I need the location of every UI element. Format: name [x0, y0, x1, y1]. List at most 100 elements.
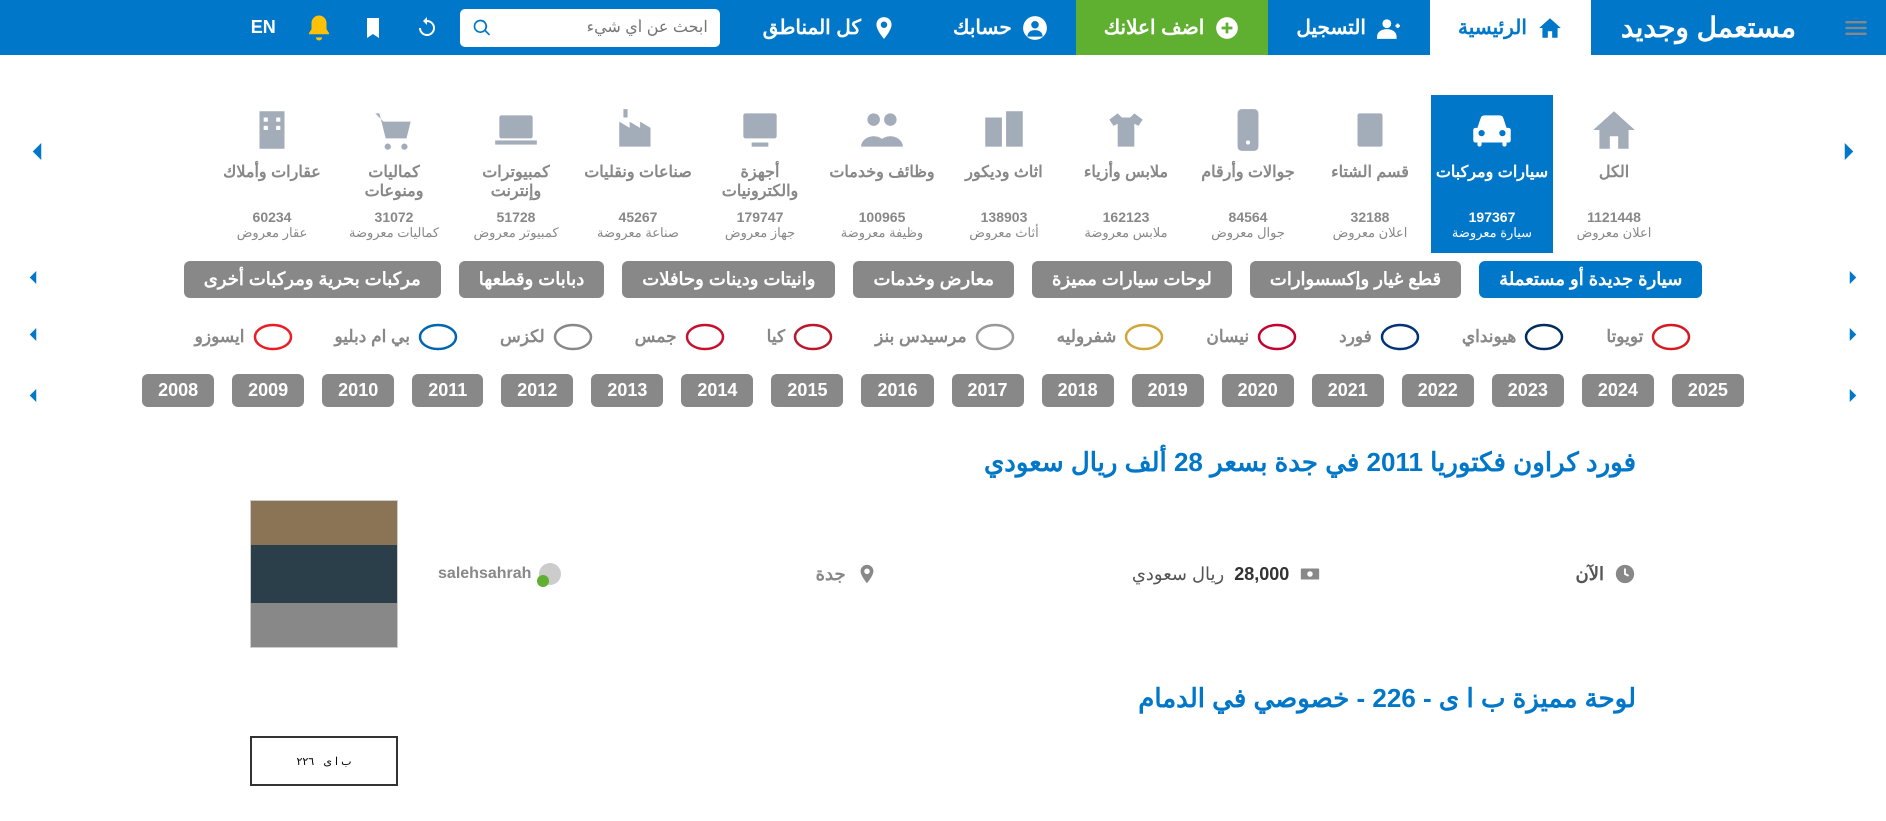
- subcat-scroll-right[interactable]: [1840, 264, 1866, 295]
- category-furniture[interactable]: اثاث وديكور 138903 أثاث معروض: [943, 95, 1065, 253]
- year-2008[interactable]: 2008: [142, 374, 214, 407]
- category-subtitle: وظيفة معروضة: [825, 225, 939, 241]
- brand-logo-icon: [1257, 322, 1297, 352]
- subcategory-row: سيارة جديدة أو مستعملة قطع غيار وإكسسوارا…: [0, 253, 1886, 306]
- brand-هيونداي[interactable]: هيونداي: [1462, 322, 1565, 352]
- category-subtitle: أثاث معروض: [947, 225, 1061, 241]
- year-2014[interactable]: 2014: [681, 374, 753, 407]
- year-2022[interactable]: 2022: [1402, 374, 1474, 407]
- nav-account[interactable]: حسابك: [925, 0, 1076, 55]
- menu-button[interactable]: [1826, 0, 1886, 55]
- nav-home[interactable]: الرئيسية: [1430, 0, 1591, 55]
- year-2017[interactable]: 2017: [952, 374, 1024, 407]
- year-2011[interactable]: 2011: [412, 374, 483, 407]
- refresh-icon: [415, 16, 439, 40]
- category-subtitle: ملابس معروضة: [1069, 225, 1183, 241]
- subcat-scroll-left[interactable]: [20, 264, 46, 295]
- category-industry[interactable]: صناعات ونقليات 45267 صناعة معروضة: [577, 95, 699, 253]
- brand-كيا[interactable]: كيا: [767, 322, 833, 352]
- listing-title[interactable]: فورد كراون فكتوريا 2011 في جدة بسعر 28 أ…: [250, 447, 1636, 478]
- category-clothes[interactable]: ملابس وأزياء 162123 ملابس معروضة: [1065, 95, 1187, 253]
- brand-scroll-right[interactable]: [1840, 322, 1866, 353]
- brand-بي ام دبليو[interactable]: بي ام دبليو: [335, 322, 458, 352]
- subcategory-pill[interactable]: سيارة جديدة أو مستعملة: [1479, 261, 1702, 298]
- category-cart[interactable]: كماليات ومنوعات 31072 كماليات معروضة: [333, 95, 455, 253]
- year-2018[interactable]: 2018: [1042, 374, 1114, 407]
- year-2010[interactable]: 2010: [322, 374, 394, 407]
- brand-نيسان[interactable]: نيسان: [1206, 322, 1297, 352]
- year-2012[interactable]: 2012: [501, 374, 573, 407]
- listing-location-label: جدة: [816, 564, 846, 585]
- notifications-button[interactable]: [298, 13, 340, 43]
- brand-ايسوزو[interactable]: ايسوزو: [195, 322, 293, 352]
- listing-title[interactable]: لوحة مميزة ب ا ى - 226 - خصوصي في الدمام: [250, 683, 1636, 714]
- category-scroll-right[interactable]: [1832, 135, 1866, 174]
- year-2025[interactable]: 2025: [1672, 374, 1744, 407]
- subcategory-pill[interactable]: وانيتات ودينات وحافلات: [622, 261, 835, 298]
- year-2016[interactable]: 2016: [861, 374, 933, 407]
- category-building[interactable]: عقارات وأملاك 60234 عقار معروض: [211, 95, 333, 253]
- category-laptop[interactable]: كمبيوترات وإنترنت 51728 كمبيوتر معروض: [455, 95, 577, 253]
- search-box[interactable]: [460, 9, 720, 47]
- year-scroll-left[interactable]: [20, 382, 46, 413]
- brand-لكزس[interactable]: لكزس: [500, 322, 593, 352]
- brand-label: فورد: [1339, 327, 1372, 347]
- category-title: قسم الشتاء: [1313, 163, 1427, 203]
- category-subtitle: اعلان معروض: [1557, 225, 1671, 241]
- brand-row: تويوتا هيونداي فورد نيسان شفروليه مرسيدس بنز ك…: [0, 306, 1886, 368]
- subcategory-pill[interactable]: دبابات وقطعها: [459, 261, 604, 298]
- bell-icon: [304, 13, 334, 43]
- brand-label: شفروليه: [1057, 327, 1117, 347]
- subcategory-pill[interactable]: معارض وخدمات: [853, 261, 1014, 298]
- nav-add-ad[interactable]: اضف اعلانك: [1076, 0, 1269, 55]
- category-subtitle: صناعة معروضة: [581, 225, 695, 241]
- bookmark-button[interactable]: [352, 16, 394, 40]
- category-car[interactable]: سيارات ومركبات 197367 سيارة معروضة: [1431, 95, 1553, 253]
- category-electronics[interactable]: أجهزة والكترونيات 179747 جهاز معروض: [699, 95, 821, 253]
- year-2024[interactable]: 2024: [1582, 374, 1654, 407]
- category-scroll-left[interactable]: [20, 135, 54, 174]
- year-2015[interactable]: 2015: [771, 374, 843, 407]
- brand-تويوتا[interactable]: تويوتا: [1606, 322, 1691, 352]
- category-home[interactable]: الكل 1121448 اعلان معروض: [1553, 95, 1675, 253]
- language-toggle[interactable]: EN: [241, 17, 286, 38]
- refresh-button[interactable]: [406, 16, 448, 40]
- site-logo[interactable]: مستعمل وجديد: [1591, 0, 1826, 55]
- listings-area: فورد كراون فكتوريا 2011 في جدة بسعر 28 أ…: [0, 427, 1886, 786]
- year-2019[interactable]: 2019: [1132, 374, 1204, 407]
- nav-register[interactable]: التسجيل: [1268, 0, 1430, 55]
- brand-شفروليه[interactable]: شفروليه: [1057, 322, 1165, 352]
- listing-price-currency: ريال سعودي: [1132, 564, 1224, 585]
- category-jobs[interactable]: وظائف وخدمات 100965 وظيفة معروضة: [821, 95, 943, 253]
- electronics-icon: [703, 103, 817, 157]
- subcategory-pill[interactable]: لوحات سيارات مميزة: [1032, 261, 1232, 298]
- year-2020[interactable]: 2020: [1222, 374, 1294, 407]
- year-2023[interactable]: 2023: [1492, 374, 1564, 407]
- listing-thumbnail[interactable]: [250, 500, 398, 648]
- category-count: 162123: [1069, 209, 1183, 225]
- brand-label: ايسوزو: [195, 327, 245, 347]
- brand-مرسيدس بنز[interactable]: مرسيدس بنز: [875, 322, 1015, 352]
- year-2013[interactable]: 2013: [591, 374, 663, 407]
- bookmark-icon: [361, 16, 385, 40]
- category-count: 51728: [459, 209, 573, 225]
- category-phone[interactable]: جوالات وأرقام 84564 جوال معروض: [1187, 95, 1309, 253]
- brand-جمس[interactable]: جمس: [635, 322, 725, 352]
- year-2021[interactable]: 2021: [1312, 374, 1384, 407]
- brand-فورد[interactable]: فورد: [1339, 322, 1420, 352]
- listing-thumbnail[interactable]: ب ا ى ٢٢٦: [250, 736, 398, 786]
- plus-circle-icon: [1214, 15, 1240, 41]
- brand-scroll-left[interactable]: [20, 322, 46, 353]
- subcategory-pill[interactable]: مركبات بحرية ومركبات أخرى: [184, 261, 441, 298]
- industry-icon: [581, 103, 695, 157]
- search-input[interactable]: [492, 19, 708, 37]
- year-scroll-right[interactable]: [1840, 382, 1866, 413]
- year-2009[interactable]: 2009: [232, 374, 304, 407]
- top-navbar: مستعمل وجديد الرئيسية التسجيل اضف اعلانك…: [0, 0, 1886, 55]
- category-count: 32188: [1313, 209, 1427, 225]
- nav-regions[interactable]: كل المناطق: [735, 0, 925, 55]
- brand-label: مرسيدس بنز: [875, 327, 967, 347]
- category-winter[interactable]: قسم الشتاء 32188 اعلان معروض: [1309, 95, 1431, 253]
- subcategory-pill[interactable]: قطع غيار وإكسسوارات: [1250, 261, 1461, 298]
- listing-user[interactable]: salehsahrah: [438, 563, 561, 585]
